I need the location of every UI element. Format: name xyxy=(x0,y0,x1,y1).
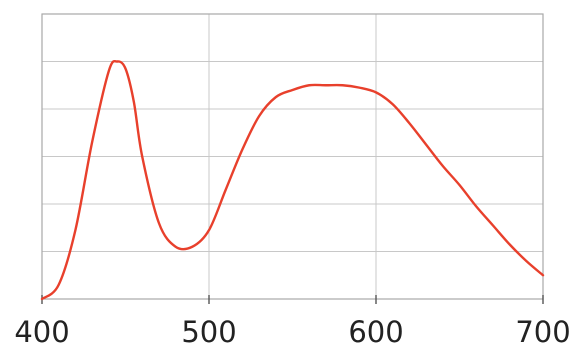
plot-frame xyxy=(41,13,544,300)
grid-layer xyxy=(42,14,543,299)
x-tick-label: 600 xyxy=(348,315,403,349)
x-tick-label: 700 xyxy=(515,315,570,349)
series-layer xyxy=(40,59,545,301)
x-tick-label: 500 xyxy=(181,315,236,349)
x-tick-label: 400 xyxy=(14,315,69,349)
x-tick-labels: 400 500 600 700 xyxy=(14,315,570,349)
series-line xyxy=(40,59,545,301)
